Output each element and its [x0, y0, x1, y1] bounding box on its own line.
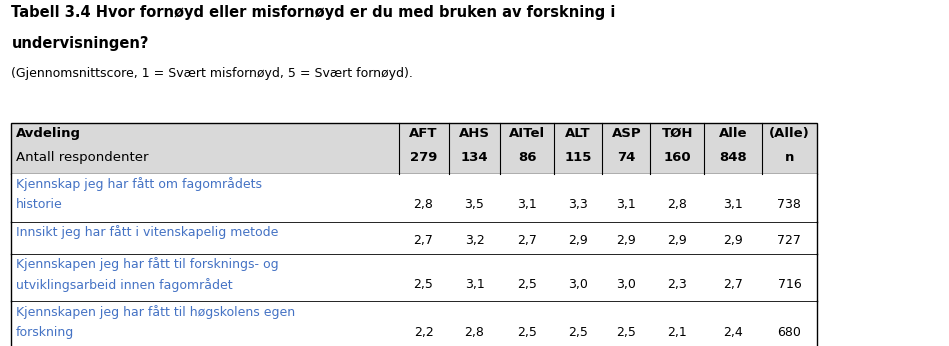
Text: Kjennskapen jeg har fått til forsknings- og: Kjennskapen jeg har fått til forsknings-… [16, 257, 279, 271]
Text: 2,4: 2,4 [723, 326, 743, 339]
Text: 3,0: 3,0 [617, 278, 637, 291]
Text: 2,5: 2,5 [617, 326, 637, 339]
Text: 2,7: 2,7 [414, 234, 434, 247]
Text: Alle: Alle [718, 127, 747, 140]
Text: 2,3: 2,3 [667, 278, 687, 291]
Text: utviklingsarbeid innen fagområdet: utviklingsarbeid innen fagområdet [16, 278, 233, 292]
Text: 680: 680 [777, 326, 801, 339]
Text: 134: 134 [460, 151, 489, 164]
Bar [11, 254, 817, 301]
Text: 2,9: 2,9 [667, 234, 687, 247]
Text: 2,8: 2,8 [667, 198, 687, 211]
Text: 2,7: 2,7 [723, 278, 743, 291]
Text: Innsikt jeg har fått i vitenskapelig metode: Innsikt jeg har fått i vitenskapelig met… [16, 225, 278, 239]
Text: 3,2: 3,2 [465, 234, 484, 247]
Text: 2,2: 2,2 [414, 326, 434, 339]
Text: 3,5: 3,5 [465, 198, 484, 211]
Text: historie: historie [16, 198, 63, 211]
Text: 2,5: 2,5 [568, 326, 588, 339]
Text: 2,5: 2,5 [414, 278, 434, 291]
Text: 3,1: 3,1 [723, 198, 743, 211]
Text: Kjennskapen jeg har fått til høgskolens egen: Kjennskapen jeg har fått til høgskolens … [16, 305, 295, 319]
Text: Tabell 3.4 Hvor fornøyd eller misfornøyd er du med bruken av forskning i: Tabell 3.4 Hvor fornøyd eller misfornøyd… [11, 5, 616, 20]
Text: 115: 115 [565, 151, 592, 164]
Text: 2,9: 2,9 [617, 234, 636, 247]
Text: 716: 716 [777, 278, 801, 291]
Text: 160: 160 [663, 151, 691, 164]
Bar [11, 123, 817, 174]
Text: forskning: forskning [16, 326, 74, 339]
Text: 86: 86 [518, 151, 536, 164]
Text: 738: 738 [777, 198, 801, 211]
Text: 2,1: 2,1 [667, 326, 687, 339]
Text: 3,1: 3,1 [617, 198, 636, 211]
Text: Antall respondenter: Antall respondenter [16, 151, 149, 164]
Text: 727: 727 [777, 234, 801, 247]
Bar [11, 222, 817, 254]
Text: 3,1: 3,1 [517, 198, 537, 211]
Text: 2,8: 2,8 [465, 326, 484, 339]
Text: ALT: ALT [566, 127, 591, 140]
Text: 2,9: 2,9 [723, 234, 743, 247]
Text: 848: 848 [719, 151, 747, 164]
Text: Kjennskap jeg har fått om fagområdets: Kjennskap jeg har fått om fagområdets [16, 177, 262, 191]
Text: Avdeling: Avdeling [16, 127, 81, 140]
Text: AFT: AFT [409, 127, 437, 140]
Bar [11, 301, 817, 346]
Text: n: n [785, 151, 794, 164]
Text: TØH: TØH [661, 127, 693, 140]
Text: (Gjennomsnittscore, 1 = Svært misfornøyd, 5 = Svært fornøyd).: (Gjennomsnittscore, 1 = Svært misfornøyd… [11, 67, 413, 81]
Text: 2,7: 2,7 [517, 234, 537, 247]
Text: AHS: AHS [459, 127, 490, 140]
Text: undervisningen?: undervisningen? [11, 36, 149, 51]
Text: 3,3: 3,3 [568, 198, 588, 211]
Text: 74: 74 [617, 151, 636, 164]
Text: 2,5: 2,5 [517, 326, 537, 339]
Text: 279: 279 [410, 151, 437, 164]
Text: ASP: ASP [611, 127, 642, 140]
Text: 3,1: 3,1 [465, 278, 484, 291]
Text: 3,0: 3,0 [568, 278, 588, 291]
Text: 2,8: 2,8 [414, 198, 434, 211]
Text: 2,5: 2,5 [517, 278, 537, 291]
Text: AITel: AITel [510, 127, 546, 140]
Bar [11, 174, 817, 222]
Text: (Alle): (Alle) [769, 127, 809, 140]
Text: 2,9: 2,9 [568, 234, 588, 247]
